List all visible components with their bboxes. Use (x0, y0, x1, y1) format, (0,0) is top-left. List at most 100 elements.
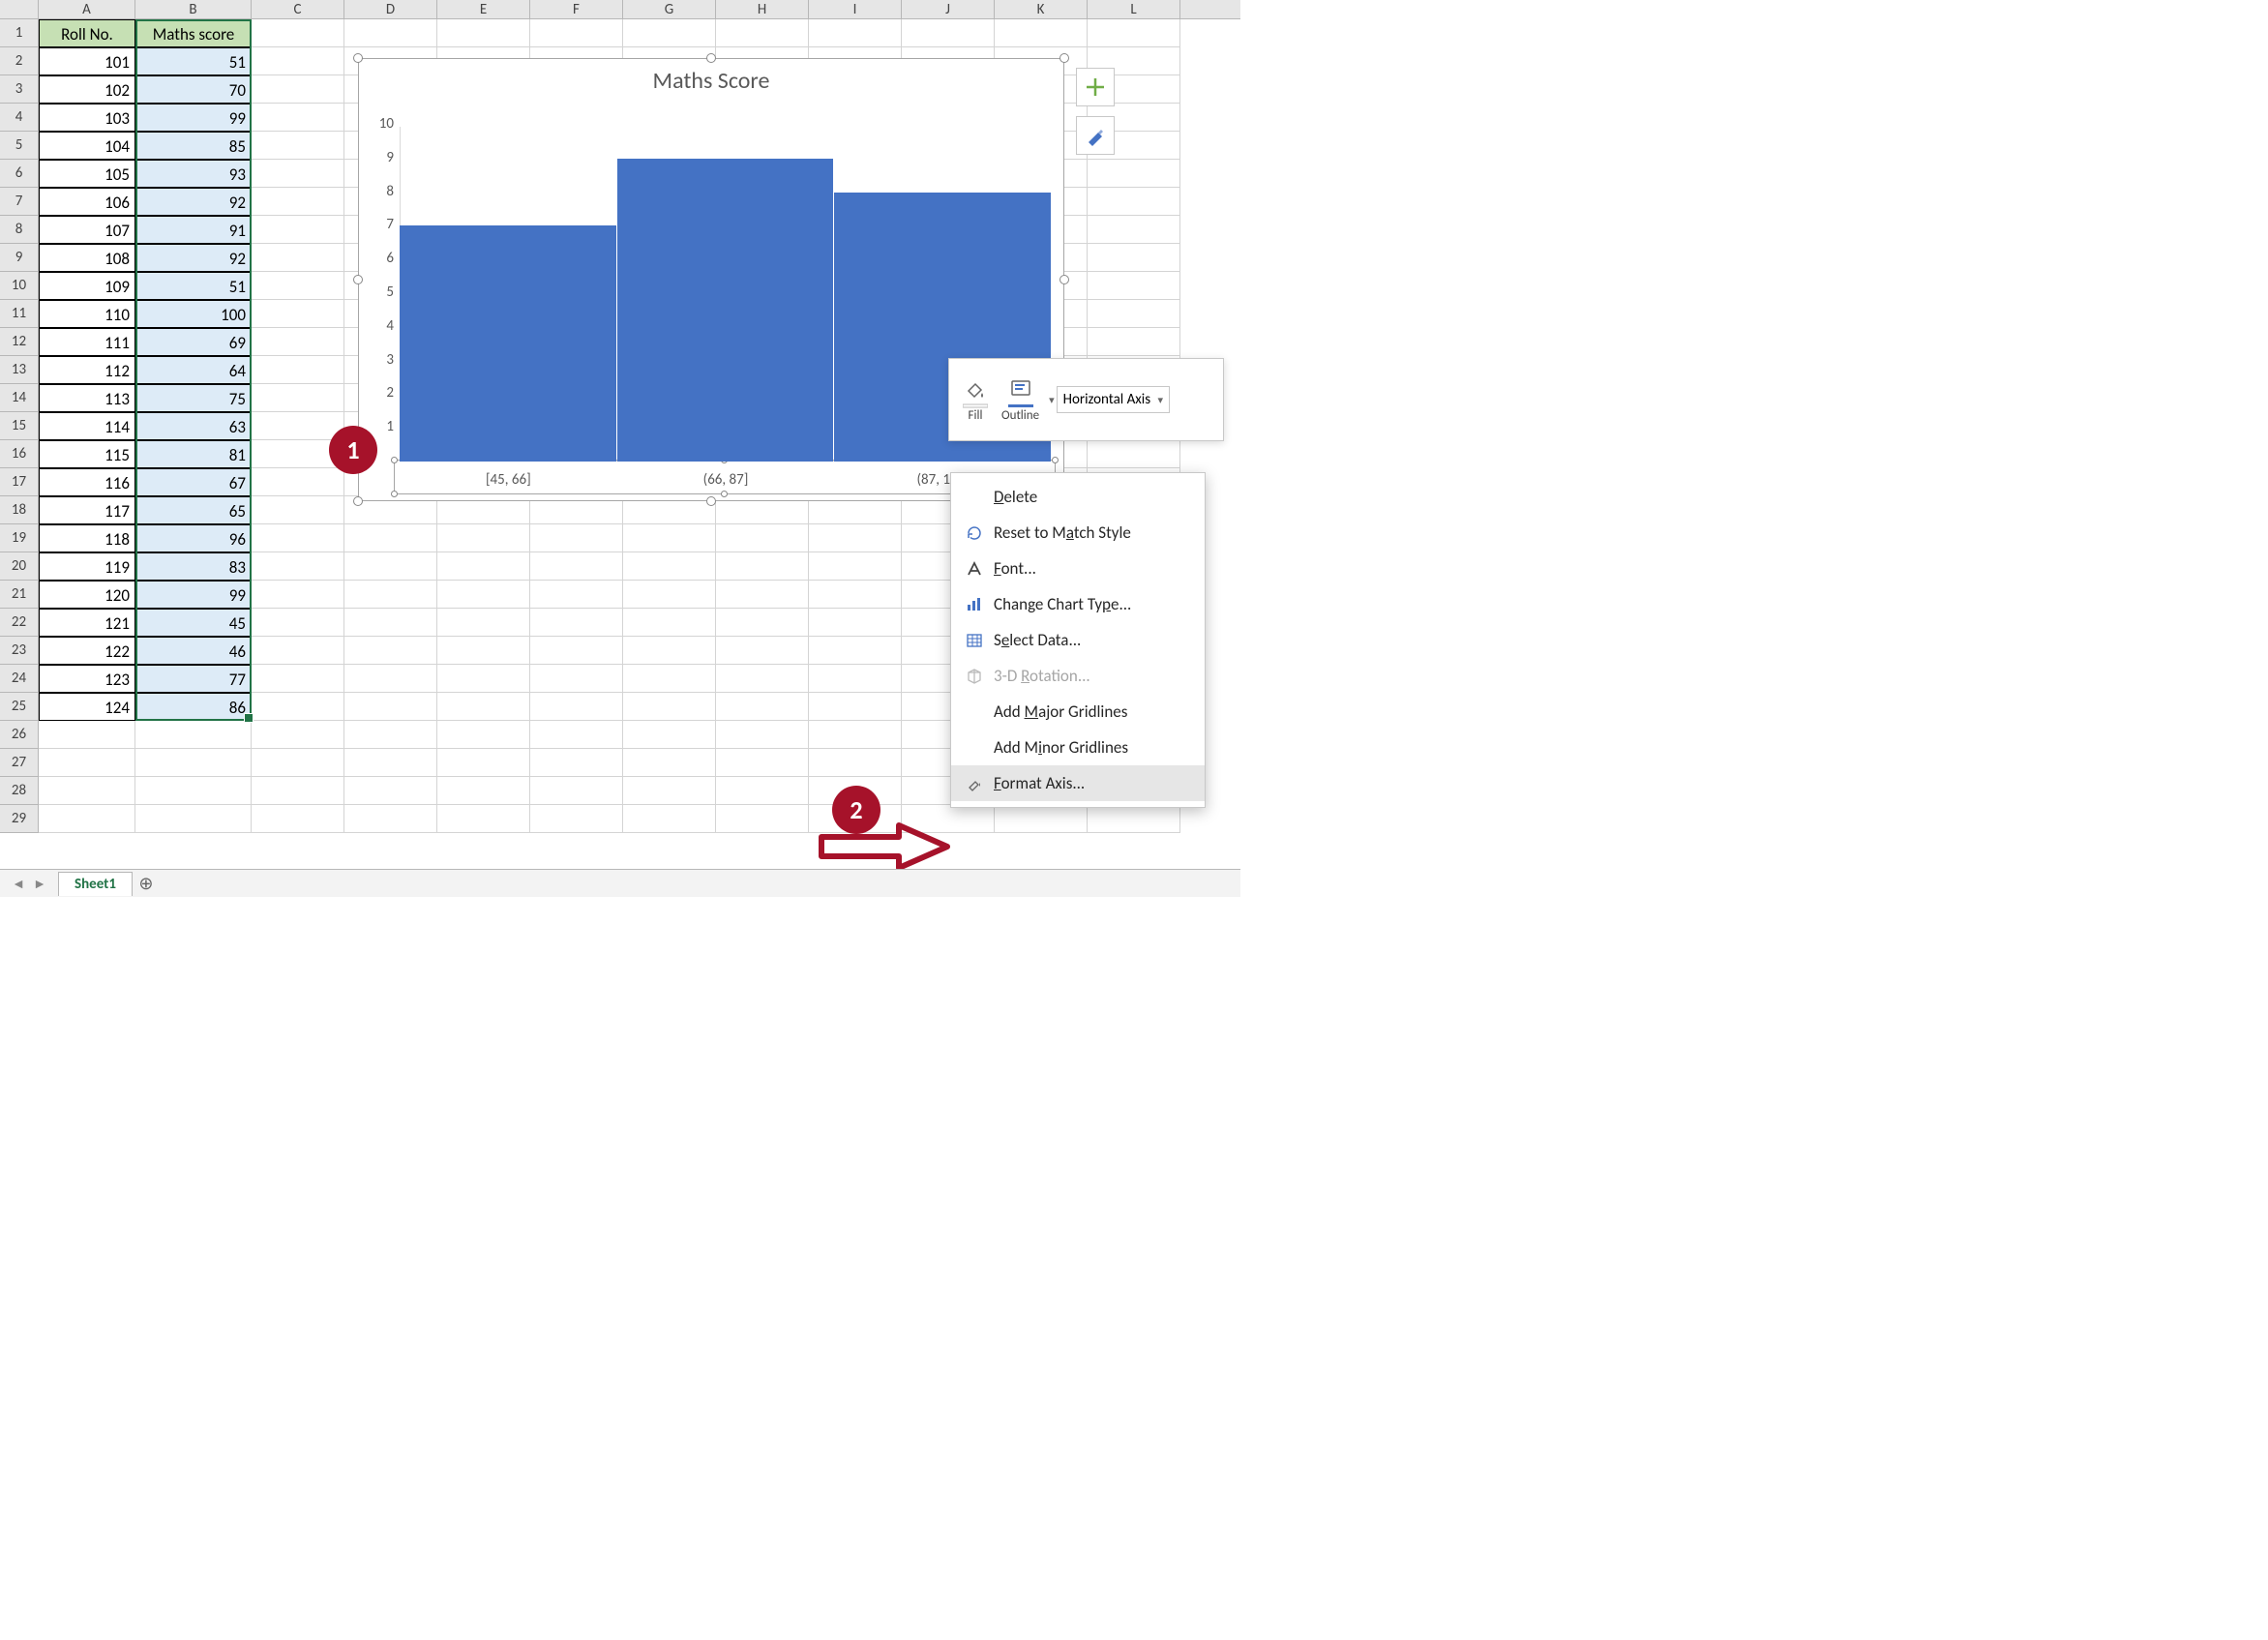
cell[interactable] (252, 665, 344, 693)
cell[interactable] (623, 524, 716, 552)
cell[interactable] (902, 19, 995, 47)
cell[interactable] (716, 665, 809, 693)
row-header[interactable]: 20 (0, 552, 39, 581)
cell[interactable]: 114 (39, 412, 135, 440)
cell[interactable] (39, 721, 135, 749)
cell[interactable] (623, 777, 716, 805)
cell[interactable] (437, 693, 530, 721)
cell[interactable] (252, 104, 344, 132)
cell[interactable]: 102 (39, 75, 135, 104)
cell[interactable]: 117 (39, 496, 135, 524)
chart-title[interactable]: Maths Score (359, 59, 1063, 106)
cell[interactable] (530, 524, 623, 552)
cell[interactable] (530, 609, 623, 637)
cell[interactable] (623, 721, 716, 749)
cell[interactable]: Roll No. (39, 19, 135, 47)
cell[interactable] (252, 328, 344, 356)
chart-handle[interactable] (706, 53, 716, 63)
row-header[interactable]: 6 (0, 160, 39, 188)
cell[interactable] (1088, 300, 1180, 328)
cell[interactable]: 116 (39, 468, 135, 496)
cell[interactable]: 121 (39, 609, 135, 637)
cell[interactable]: 65 (135, 496, 252, 524)
row-header[interactable]: 14 (0, 384, 39, 412)
cell[interactable]: 122 (39, 637, 135, 665)
ctx-delete[interactable]: Delete (951, 479, 1205, 515)
sheet-tab-active[interactable]: Sheet1 (58, 872, 133, 896)
column-header[interactable]: H (716, 0, 809, 18)
row-header[interactable]: 21 (0, 581, 39, 609)
ctx-minor-grid[interactable]: Add Minor Gridlines (951, 730, 1205, 765)
cell[interactable]: 103 (39, 104, 135, 132)
cell[interactable] (995, 19, 1088, 47)
cell[interactable] (344, 693, 437, 721)
cell[interactable] (344, 552, 437, 581)
cell[interactable] (344, 581, 437, 609)
cell[interactable] (623, 552, 716, 581)
cell[interactable] (252, 244, 344, 272)
cell[interactable]: 91 (135, 216, 252, 244)
row-header[interactable]: 27 (0, 749, 39, 777)
cell[interactable]: 99 (135, 581, 252, 609)
cell[interactable]: 69 (135, 328, 252, 356)
cell[interactable]: 64 (135, 356, 252, 384)
cell[interactable] (1088, 216, 1180, 244)
cell[interactable] (1088, 805, 1180, 833)
cell[interactable] (809, 19, 902, 47)
cell[interactable] (1088, 188, 1180, 216)
column-header[interactable]: A (39, 0, 135, 18)
cell[interactable] (252, 47, 344, 75)
histogram-bar[interactable] (400, 225, 616, 462)
row-header[interactable]: 29 (0, 805, 39, 833)
row-header[interactable]: 18 (0, 496, 39, 524)
cell[interactable] (437, 581, 530, 609)
cell[interactable] (437, 609, 530, 637)
cell[interactable]: 119 (39, 552, 135, 581)
cell[interactable] (716, 749, 809, 777)
cell[interactable] (135, 805, 252, 833)
cell[interactable] (252, 300, 344, 328)
column-header[interactable]: C (252, 0, 344, 18)
cell[interactable]: 96 (135, 524, 252, 552)
cell[interactable] (344, 749, 437, 777)
cell[interactable]: 67 (135, 468, 252, 496)
row-header[interactable]: 13 (0, 356, 39, 384)
cell[interactable] (252, 581, 344, 609)
cell[interactable] (809, 609, 902, 637)
cell[interactable] (716, 552, 809, 581)
cell[interactable] (437, 749, 530, 777)
cell[interactable] (252, 216, 344, 244)
cell[interactable]: 120 (39, 581, 135, 609)
cell[interactable] (809, 693, 902, 721)
column-header[interactable]: G (623, 0, 716, 18)
cell[interactable] (437, 777, 530, 805)
cell[interactable] (344, 19, 437, 47)
cell[interactable] (809, 524, 902, 552)
cell[interactable]: 110 (39, 300, 135, 328)
row-header[interactable]: 15 (0, 412, 39, 440)
cell[interactable]: 93 (135, 160, 252, 188)
cell[interactable] (623, 665, 716, 693)
cell[interactable]: 51 (135, 47, 252, 75)
cell[interactable] (995, 805, 1088, 833)
cell[interactable] (809, 749, 902, 777)
column-header[interactable]: K (995, 0, 1088, 18)
cell[interactable] (344, 721, 437, 749)
cell[interactable] (530, 805, 623, 833)
row-header[interactable]: 4 (0, 104, 39, 132)
select-all-corner[interactable] (0, 0, 39, 18)
cell[interactable] (252, 75, 344, 104)
cell[interactable] (809, 721, 902, 749)
ctx-select-data[interactable]: Select Data... (951, 622, 1205, 658)
cell[interactable] (716, 19, 809, 47)
row-header[interactable]: 9 (0, 244, 39, 272)
cell[interactable]: 123 (39, 665, 135, 693)
column-header[interactable]: L (1088, 0, 1180, 18)
column-header[interactable]: F (530, 0, 623, 18)
cell[interactable] (716, 805, 809, 833)
add-sheet-button[interactable]: ⊕ (133, 873, 160, 894)
cell[interactable]: 70 (135, 75, 252, 104)
row-header[interactable]: 1 (0, 19, 39, 47)
row-header[interactable]: 11 (0, 300, 39, 328)
cell[interactable]: 111 (39, 328, 135, 356)
